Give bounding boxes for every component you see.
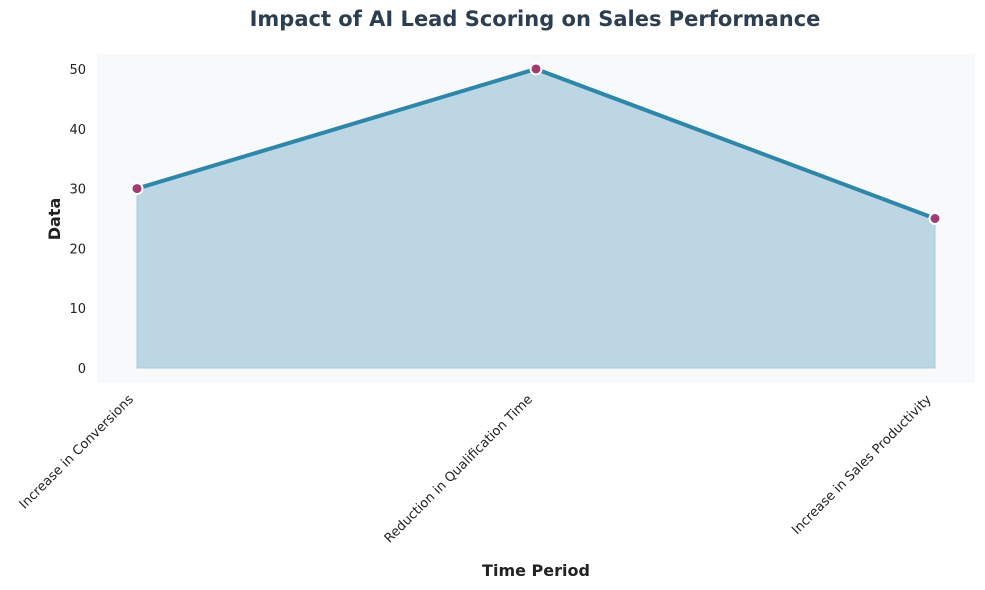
data-point-marker[interactable] [130,182,144,196]
data-point-marker[interactable] [529,62,543,76]
chart-title: Impact of AI Lead Scoring on Sales Perfo… [250,7,821,31]
y-tick-label: 30 [69,183,86,198]
x-axis-title: Time Period [482,561,590,580]
y-axis-title: Data [45,198,64,241]
y-axis-ticks: 0 10 20 30 40 50 [69,63,86,377]
x-axis-ticks: Increase in Conversions Reduction in Qual… [17,392,935,546]
x-tick-label: Increase in Sales Productivity [789,392,935,538]
y-tick-label: 10 [69,302,86,317]
y-tick-label: 20 [69,242,86,257]
y-tick-label: 40 [69,123,86,138]
y-tick-label: 50 [69,63,86,78]
x-tick-label: Increase in Conversions [17,392,137,512]
marker-layer [130,62,942,225]
data-point-marker[interactable] [928,212,942,225]
x-tick-label: Reduction in Qualification Time [382,392,536,546]
y-tick-label: 0 [78,362,86,377]
